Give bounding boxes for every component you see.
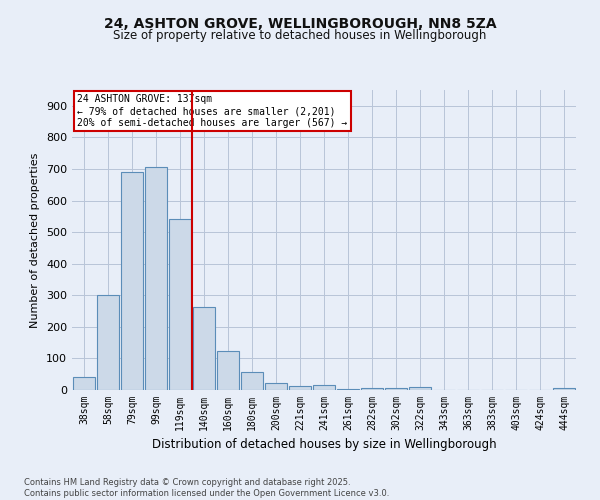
- Bar: [121, 172, 143, 390]
- Text: Contains HM Land Registry data © Crown copyright and database right 2025.
Contai: Contains HM Land Registry data © Crown c…: [24, 478, 389, 498]
- Bar: [241, 372, 263, 390]
- Bar: [289, 386, 311, 390]
- Bar: [217, 352, 239, 390]
- Bar: [169, 220, 191, 390]
- Bar: [337, 389, 359, 390]
- Bar: [361, 388, 383, 390]
- Bar: [409, 388, 431, 390]
- Text: Size of property relative to detached houses in Wellingborough: Size of property relative to detached ho…: [113, 29, 487, 42]
- Bar: [145, 168, 167, 390]
- Bar: [265, 383, 287, 390]
- Bar: [553, 388, 575, 390]
- Bar: [313, 386, 335, 390]
- Text: 24, ASHTON GROVE, WELLINGBOROUGH, NN8 5ZA: 24, ASHTON GROVE, WELLINGBOROUGH, NN8 5Z…: [104, 18, 496, 32]
- Y-axis label: Number of detached properties: Number of detached properties: [31, 152, 40, 328]
- Text: 24 ASHTON GROVE: 137sqm
← 79% of detached houses are smaller (2,201)
20% of semi: 24 ASHTON GROVE: 137sqm ← 79% of detache…: [77, 94, 347, 128]
- Bar: [97, 296, 119, 390]
- Bar: [73, 376, 95, 390]
- X-axis label: Distribution of detached houses by size in Wellingborough: Distribution of detached houses by size …: [152, 438, 496, 452]
- Bar: [385, 388, 407, 390]
- Bar: [193, 308, 215, 390]
